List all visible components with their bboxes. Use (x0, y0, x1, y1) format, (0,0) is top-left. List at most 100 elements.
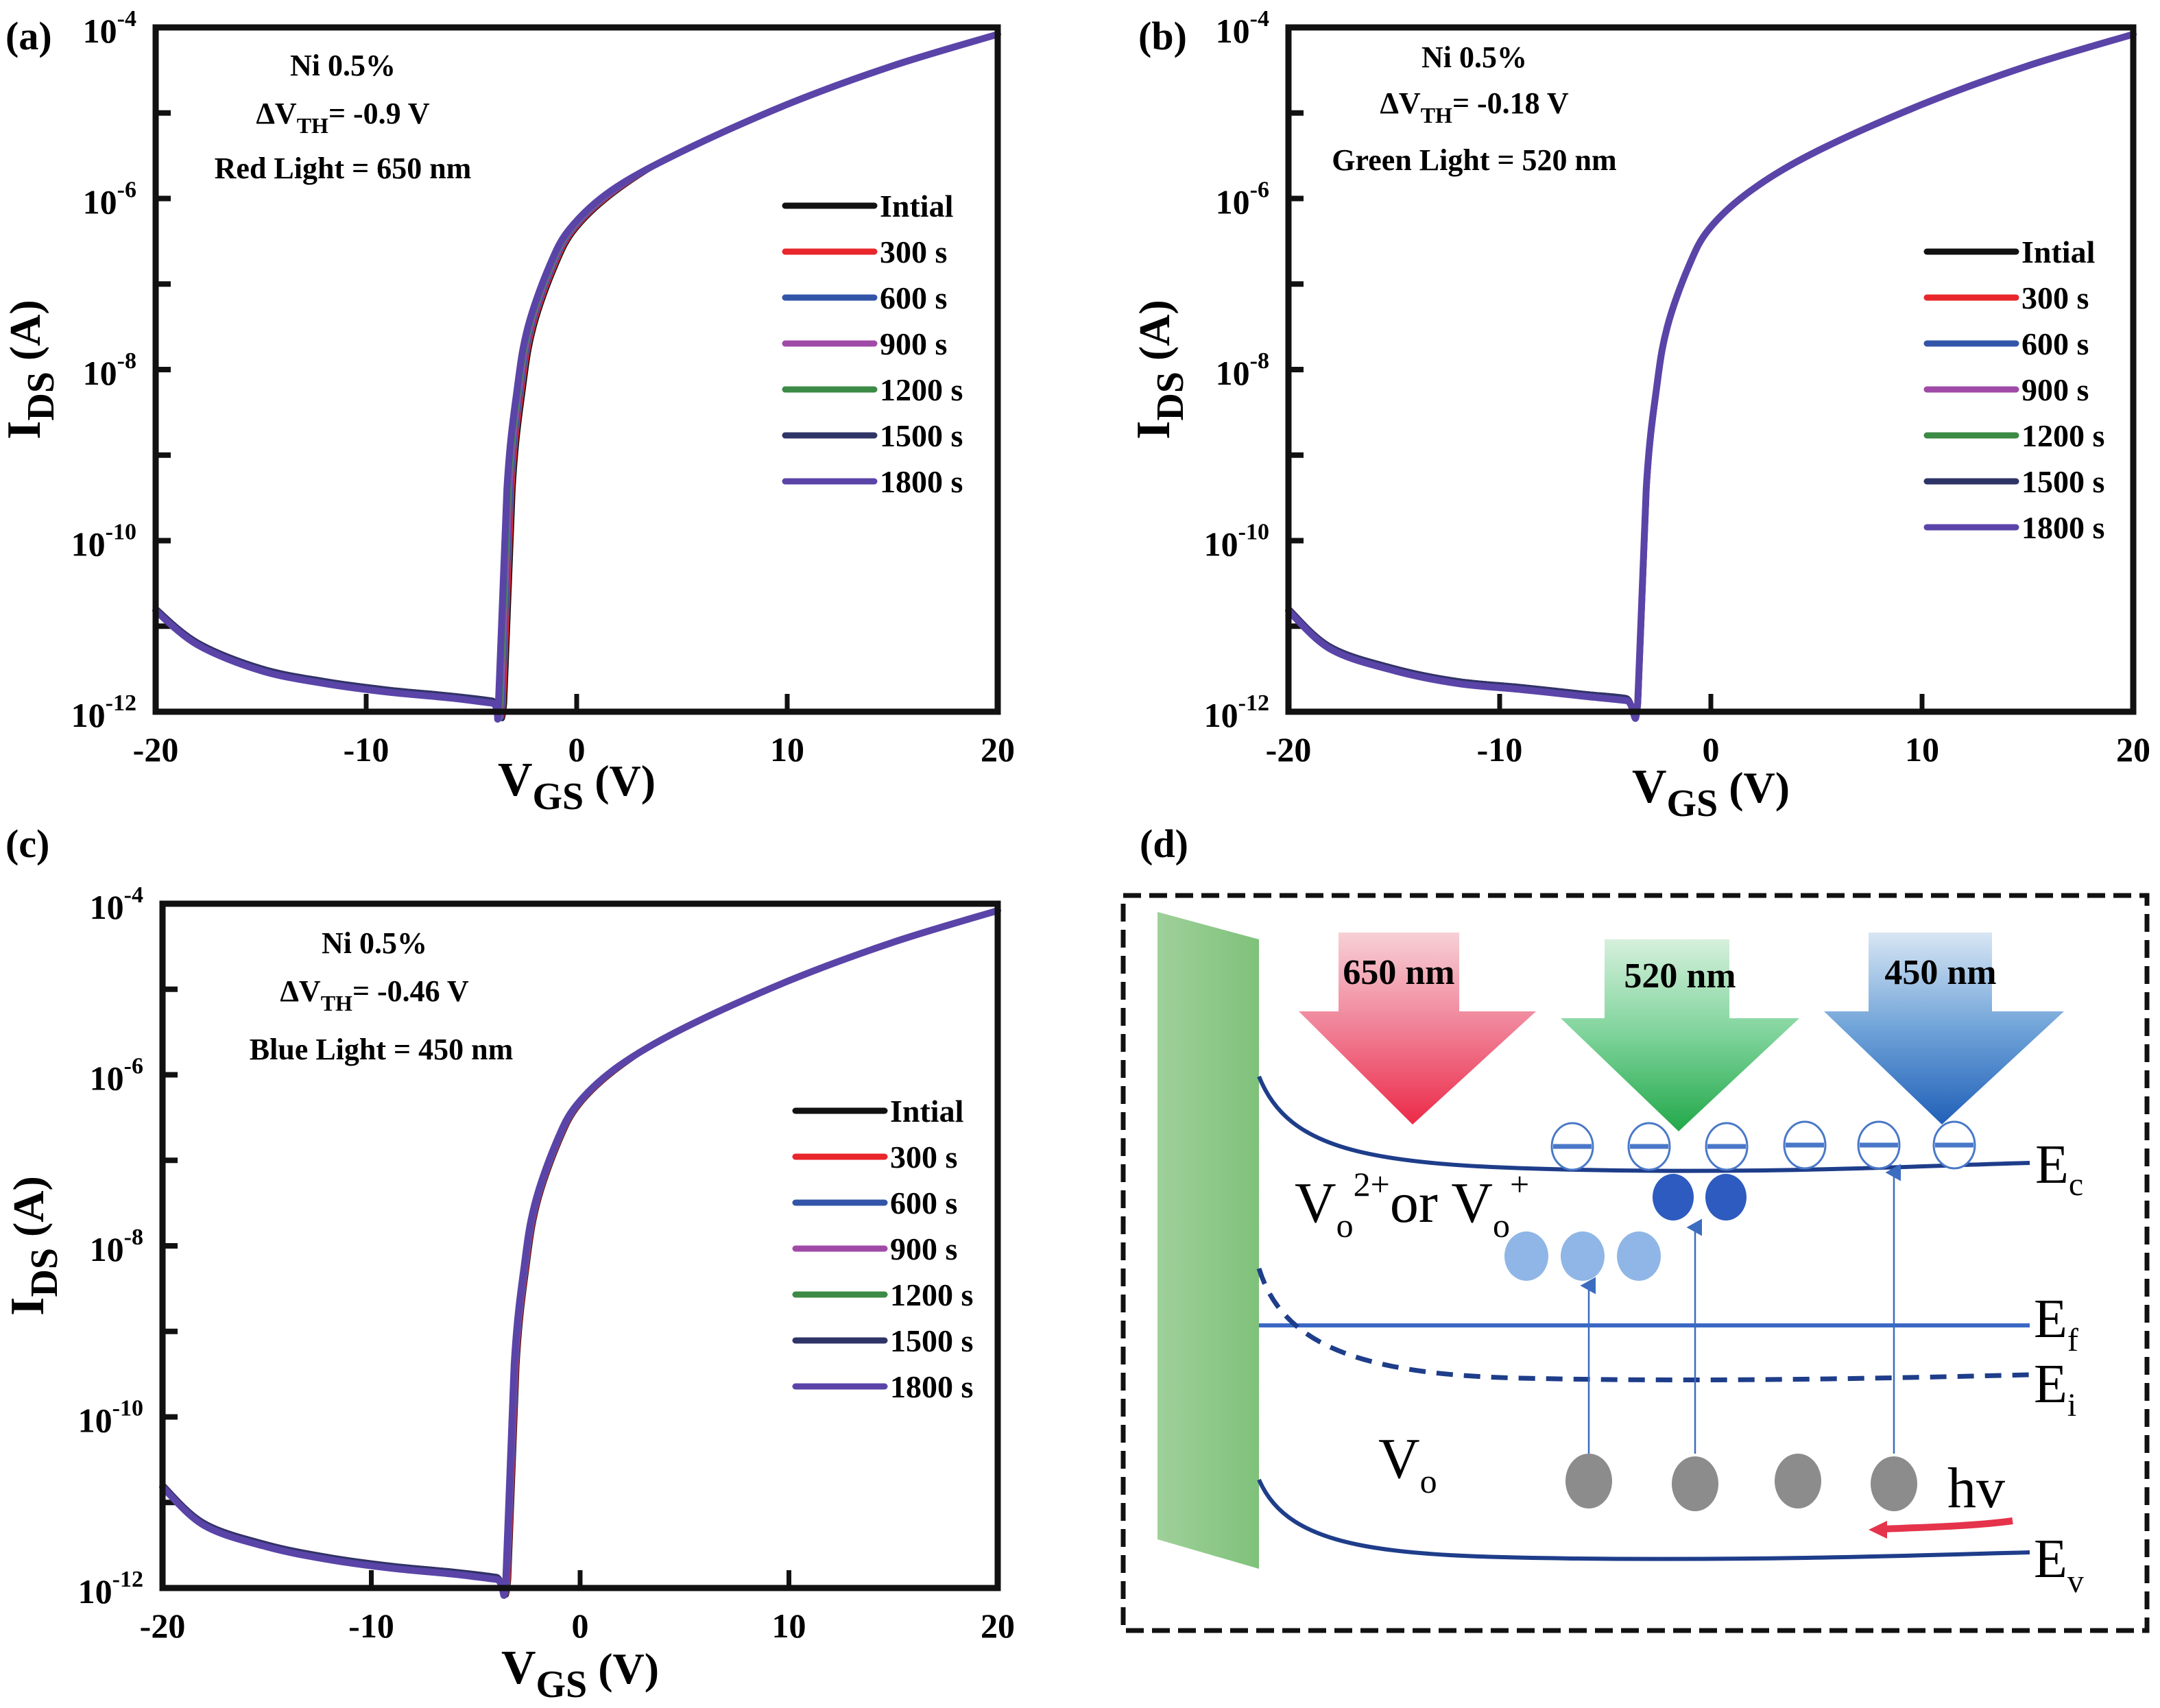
annotation-material: Ni 0.5% (290, 49, 396, 82)
legend-label: 300 s (880, 234, 947, 269)
legend-label: Intial (2021, 234, 2095, 269)
electron (1857, 1120, 1901, 1170)
electrode-slab (1157, 912, 1259, 1569)
electron (1705, 1122, 1749, 1171)
legend-label: 300 s (890, 1140, 957, 1175)
valence-band-line (1257, 1478, 2030, 1561)
legend-label: 1200 s (2021, 418, 2104, 453)
light-arrow-650: 650 nm (1299, 933, 1536, 1124)
plot-frame (152, 24, 1001, 715)
legend-label: 1500 s (890, 1323, 973, 1358)
curves (1285, 31, 2137, 722)
axis-labels: VGS (V) IDS (A) (1127, 300, 1790, 825)
series-line-1200-s (160, 909, 1000, 1598)
panel-d: (d) 650 nm 520 nm 450 nm Ec (1120, 821, 2150, 1633)
axis-labels: VGS (V) IDS (A) (0, 300, 656, 818)
series-line-600-s (160, 909, 1000, 1598)
annotation-light: Green Light = 520 nm (1332, 143, 1616, 177)
series-line-intial (160, 909, 1000, 1598)
plot-frame (159, 900, 1001, 1591)
series-line-1500-s (154, 32, 1000, 721)
legend-label: 300 s (2021, 280, 2089, 315)
ec-label: Ec (2035, 1135, 2083, 1203)
annotation-light: Red Light = 650 nm (215, 152, 472, 185)
legend-label: 1500 s (880, 418, 963, 453)
curves (159, 907, 1001, 1599)
y-tick-label: 10-4 (1216, 6, 1269, 50)
neutral-vacancy-dot (1871, 1456, 1917, 1511)
partial-vacancy-dot (1617, 1231, 1661, 1281)
y-tick-label: 10-6 (90, 1054, 143, 1098)
x-tick-label: -20 (140, 1607, 186, 1645)
y-axis-label: IDS (A) (1, 1176, 66, 1316)
legend-label: 1800 s (880, 464, 963, 499)
y-tick-label: 10-4 (90, 882, 143, 926)
x-tick-label: 10 (1905, 730, 1939, 769)
x-tick-label: -20 (133, 730, 179, 769)
photon-arrow-head (1869, 1521, 1887, 1539)
ef-label: Ef (2034, 1289, 2078, 1358)
partial-vacancy-dot (1504, 1231, 1548, 1281)
y-tick-label: 10-12 (71, 690, 136, 734)
legend: Intial 300 s 600 s 900 s 1200 s 1500 s 1800 s (1923, 234, 2104, 545)
annotation-light: Blue Light = 450 nm (250, 1033, 513, 1066)
partial-vacancy-dot (1561, 1231, 1605, 1281)
panel-a: (a) -20 -10 0 10 20 10-4 10-6 10-8 10-10 10-12 Ni… (0, 6, 1015, 818)
x-tick-label: -10 (1477, 730, 1523, 769)
y-axis-label: IDS (A) (0, 300, 62, 440)
neutral-vacancy-dot (1565, 1454, 1612, 1508)
legend-label: 1200 s (880, 372, 963, 407)
legend-label: 1800 s (2021, 510, 2104, 545)
legend-label: Intial (890, 1094, 963, 1129)
x-tick-label: -10 (348, 1607, 394, 1645)
x-tick-label: 0 (1703, 730, 1720, 769)
y-axis-label: IDS (A) (1127, 300, 1192, 440)
legend-label: 600 s (890, 1186, 957, 1220)
curves (152, 31, 1001, 723)
y-tick-label: 10-8 (83, 348, 136, 392)
series-line-1500-s (1286, 32, 2135, 720)
x-tick-label: 10 (772, 1607, 806, 1645)
ev-label: Ev (2034, 1529, 2084, 1600)
panel-label: (b) (1138, 14, 1187, 58)
series-line-1500-s (160, 909, 1000, 1597)
electron (1550, 1122, 1594, 1171)
y-tick-label: 10-10 (1204, 520, 1269, 564)
neutral-vacancy-dot (1775, 1454, 1821, 1508)
series-line-900-s (154, 32, 1000, 721)
y-tick-label: 10-6 (1216, 178, 1269, 221)
arrow-label-650: 650 nm (1343, 953, 1454, 992)
plot-frame (1285, 24, 2137, 715)
series-line-900-s (160, 909, 1000, 1597)
ei-label: Ei (2034, 1354, 2076, 1423)
legend-label: 600 s (2021, 326, 2089, 361)
series-line-900-s (1286, 32, 2135, 720)
series-line-600-s (1286, 32, 2135, 721)
legend-label: 900 s (880, 326, 947, 361)
series-line-1200-s (1286, 32, 2135, 721)
series-line-300-s (154, 32, 1000, 721)
x-tick-label: 20 (2116, 730, 2150, 769)
annotation-material: Ni 0.5% (1421, 40, 1527, 74)
legend-label: 1500 s (2021, 464, 2104, 499)
x-axis-label: VGS (V) (1632, 760, 1790, 825)
arrow-label-520: 520 nm (1624, 957, 1736, 996)
legend: Intial 300 s 600 s 900 s 1200 s 1500 s 1800 s (782, 189, 963, 499)
intrinsic-level-line (1256, 1267, 2030, 1383)
neutral-vacancy-dot (1672, 1456, 1718, 1511)
legend-label: Intial (880, 189, 953, 224)
series-line-600-s (154, 32, 1000, 721)
panel-label: (c) (5, 821, 49, 866)
series-line-intial (1286, 32, 2135, 721)
y-tick-label: 10-10 (78, 1396, 143, 1440)
diagram-frame (1120, 893, 2150, 1633)
series-line-1800-s (1285, 31, 2137, 722)
ionized-vacancy-dot (1705, 1174, 1747, 1220)
photon-arrow (1882, 1517, 2013, 1532)
panel-b: (b) -20 -10 0 10 20 10-4 10-6 10-8 10-10 10-12 Ni… (1127, 6, 2150, 825)
legend-label: 900 s (2021, 372, 2089, 407)
x-tick-label: -20 (1266, 730, 1312, 769)
legend-label: 600 s (880, 280, 947, 315)
photon-energy-label: hv (1947, 1456, 2005, 1520)
